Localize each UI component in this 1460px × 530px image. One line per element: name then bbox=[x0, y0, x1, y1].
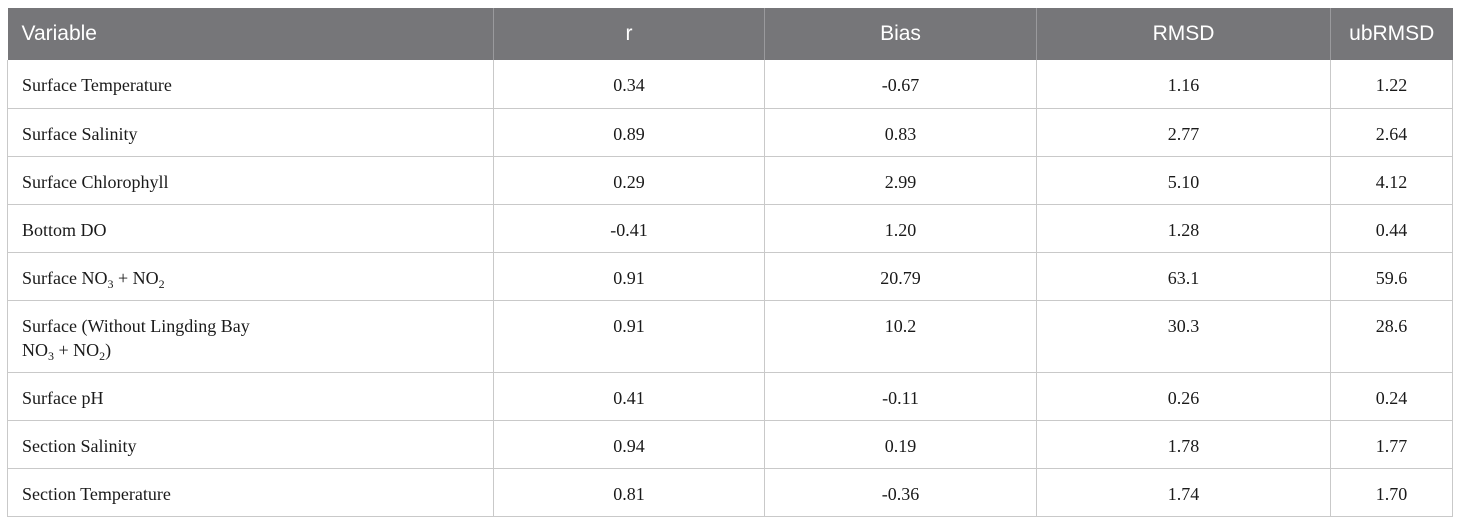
ubrmsd-cell: 4.12 bbox=[1330, 155, 1453, 205]
bias-cell: 20.79 bbox=[764, 251, 1037, 301]
variable-cell: Bottom DO bbox=[7, 203, 494, 253]
bias-cell: 10.2 bbox=[764, 299, 1037, 373]
rmsd-cell: 63.1 bbox=[1036, 251, 1331, 301]
rmsd-cell: 0.26 bbox=[1036, 371, 1331, 421]
r-cell: 0.91 bbox=[493, 251, 765, 301]
rmsd-cell: 5.10 bbox=[1036, 155, 1331, 205]
ubrmsd-cell: 59.6 bbox=[1330, 251, 1453, 301]
variable-cell: Section Temperature bbox=[7, 467, 494, 517]
variable-cell: Section Salinity bbox=[7, 419, 494, 469]
subscript-two: 2 bbox=[158, 276, 165, 291]
bias-cell: 0.83 bbox=[764, 107, 1037, 157]
r-cell: 0.91 bbox=[493, 299, 765, 373]
header-bias: Bias bbox=[764, 8, 1037, 60]
variable-text: + NO bbox=[113, 267, 159, 288]
variable-cell: Surface (Without Lingding Bay NO3 + NO2) bbox=[7, 299, 494, 373]
header-rmsd: RMSD bbox=[1036, 8, 1331, 60]
ubrmsd-cell: 0.24 bbox=[1330, 371, 1453, 421]
variable-cell: Surface Temperature bbox=[7, 60, 494, 109]
ubrmsd-cell: 1.22 bbox=[1330, 60, 1453, 109]
header-variable: Variable bbox=[21, 22, 98, 45]
variable-text: Surface NO bbox=[22, 267, 108, 288]
r-cell: 0.81 bbox=[493, 467, 765, 517]
bias-cell: 1.20 bbox=[764, 203, 1037, 253]
table-row: Surface Temperature 0.34 -0.67 1.16 1.22 bbox=[7, 60, 1453, 109]
ubrmsd-cell: 2.64 bbox=[1330, 107, 1453, 157]
r-cell: 0.34 bbox=[493, 60, 765, 109]
ubrmsd-cell: 1.77 bbox=[1330, 419, 1453, 469]
header-r: r bbox=[493, 8, 765, 60]
r-cell: 0.94 bbox=[493, 419, 765, 469]
table-row: Surface NO3 + NO2 0.91 20.79 63.1 59.6 bbox=[7, 251, 1453, 301]
table-body: Surface Temperature 0.34 -0.67 1.16 1.22… bbox=[7, 60, 1453, 517]
ubrmsd-cell: 28.6 bbox=[1330, 299, 1453, 373]
variable-cell: Surface Chlorophyll bbox=[7, 155, 494, 205]
statistics-table: Variable r Bias RMSD ubRMSD Surface Temp… bbox=[7, 8, 1453, 517]
bias-cell: -0.36 bbox=[764, 467, 1037, 517]
r-cell: 0.29 bbox=[493, 155, 765, 205]
table-row: Surface pH 0.41 -0.11 0.26 0.24 bbox=[7, 371, 1453, 421]
r-cell: 0.89 bbox=[493, 107, 765, 157]
variable-text: Surface (Without Lingding Bay bbox=[22, 315, 250, 336]
variable-text: + NO bbox=[54, 339, 100, 360]
subscript-three: 3 bbox=[48, 348, 54, 363]
variable-cell: Surface NO3 + NO2 bbox=[7, 251, 494, 301]
bias-cell: 0.19 bbox=[764, 419, 1037, 469]
table-row: Surface (Without Lingding Bay NO3 + NO2) … bbox=[7, 299, 1453, 373]
variable-text: NO bbox=[22, 339, 48, 360]
subscript-two: 2 bbox=[99, 348, 106, 363]
ubrmsd-cell: 0.44 bbox=[1330, 203, 1453, 253]
rmsd-cell: 1.16 bbox=[1036, 60, 1331, 109]
r-cell: -0.41 bbox=[493, 203, 765, 253]
table-row: Surface Salinity 0.89 0.83 2.77 2.64 bbox=[7, 107, 1453, 157]
bias-cell: -0.67 bbox=[764, 60, 1037, 109]
variable-cell: Surface pH bbox=[7, 371, 494, 421]
bias-cell: -0.11 bbox=[764, 371, 1037, 421]
table-row: Section Temperature 0.81 -0.36 1.74 1.70 bbox=[7, 467, 1453, 517]
table-row: Surface Chlorophyll 0.29 2.99 5.10 4.12 bbox=[7, 155, 1453, 205]
table-row: Bottom DO -0.41 1.20 1.28 0.44 bbox=[7, 203, 1453, 253]
r-cell: 0.41 bbox=[493, 371, 765, 421]
rmsd-cell: 1.78 bbox=[1036, 419, 1331, 469]
rmsd-cell: 1.74 bbox=[1036, 467, 1331, 517]
bias-cell: 2.99 bbox=[764, 155, 1037, 205]
subscript-three: 3 bbox=[107, 276, 114, 291]
rmsd-cell: 2.77 bbox=[1036, 107, 1331, 157]
rmsd-cell: 30.3 bbox=[1036, 299, 1331, 373]
table-row: Section Salinity 0.94 0.19 1.78 1.77 bbox=[7, 419, 1453, 469]
header-ubrmsd: ubRMSD bbox=[1330, 8, 1453, 60]
variable-text: ) bbox=[105, 339, 112, 360]
variable-cell: Surface Salinity bbox=[7, 107, 494, 157]
header-row: Variable r Bias RMSD ubRMSD bbox=[7, 8, 1453, 60]
table-header: Variable r Bias RMSD ubRMSD bbox=[7, 8, 1453, 60]
rmsd-cell: 1.28 bbox=[1036, 203, 1331, 253]
ubrmsd-cell: 1.70 bbox=[1330, 467, 1453, 517]
